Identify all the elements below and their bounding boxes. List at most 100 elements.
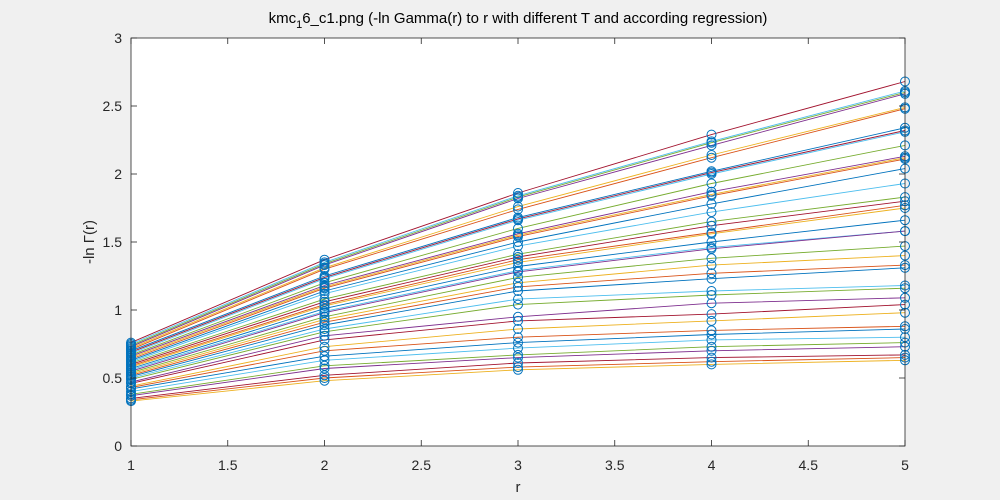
data-point-s13-r2 [319, 283, 330, 294]
data-point-s38-r4 [706, 356, 717, 367]
series-line-13 [130, 158, 906, 360]
data-point-s16-r4 [706, 216, 717, 227]
data-point-s18-r3 [513, 254, 523, 265]
data-point-s11-r4 [706, 186, 717, 197]
series-line-18 [130, 204, 906, 367]
data-point-s27-r3 [513, 294, 523, 305]
data-point-s5-r4 [706, 150, 717, 160]
data-point-s29-r2 [319, 330, 330, 341]
series-line-23 [130, 245, 906, 374]
data-point-s10-r2 [319, 277, 330, 288]
data-point-s15-r3 [513, 241, 523, 252]
data-point-s14-r3 [513, 237, 523, 247]
x-tick-label: 3.5 [605, 457, 625, 473]
data-point-s6-r4 [706, 152, 717, 163]
data-point-s30-r3 [513, 315, 523, 326]
y-tick-label: 1.5 [103, 234, 123, 250]
series-line-39 [130, 359, 906, 402]
data-point-s14-r2 [319, 286, 330, 296]
series-line-5 [130, 106, 906, 349]
data-point-s38-r2 [319, 373, 330, 383]
series-line-10 [130, 144, 906, 356]
series-line-36 [130, 346, 906, 397]
data-point-s28-r4 [706, 290, 717, 300]
data-point-s17-r4 [706, 220, 717, 231]
data-point-s39-r4 [706, 359, 717, 370]
series-line-11 [130, 155, 906, 357]
data-point-s19-r4 [706, 228, 717, 239]
data-point-s10-r3 [513, 223, 523, 234]
data-point-s25-r3 [513, 281, 523, 292]
chart-title-prefix: kmc [269, 10, 297, 27]
series-line-16 [130, 196, 906, 364]
series-line-6 [130, 108, 906, 350]
x-tick-label: 3 [514, 457, 522, 473]
data-point-s3-r4 [706, 137, 717, 148]
y-tick-label: 2 [114, 166, 122, 182]
y-tick-label: 2.5 [103, 98, 123, 114]
data-point-s37-r2 [319, 370, 330, 381]
series-line-35 [130, 342, 906, 395]
data-point-s34-r4 [706, 334, 717, 345]
x-tick-label: 2 [321, 457, 329, 473]
x-tick-label: 5 [901, 457, 909, 473]
x-axis-label: r [516, 479, 521, 496]
data-point-s22-r3 [513, 266, 523, 277]
data-point-s20-r4 [706, 237, 717, 247]
series-line-32 [130, 325, 906, 388]
data-point-s29-r3 [513, 311, 523, 322]
data-point-s9-r3 [513, 215, 523, 226]
data-point-s27-r2 [319, 324, 330, 334]
chart-title-subscript: 1 [296, 19, 302, 31]
data-point-s17-r2 [319, 296, 330, 307]
data-point-s35-r3 [513, 349, 523, 360]
data-point-s19-r2 [319, 300, 330, 311]
x-tick-label: 1 [127, 457, 135, 473]
data-point-s24-r3 [513, 277, 523, 288]
series-line-22 [130, 230, 906, 372]
data-point-s29-r4 [706, 298, 717, 309]
series-line-7 [130, 127, 906, 352]
data-point-s16-r3 [513, 249, 523, 260]
data-point-s25-r4 [706, 268, 717, 279]
data-point-s4-r2 [319, 260, 330, 271]
data-point-s37-r3 [513, 358, 523, 368]
y-axis-label: -ln Γ(r) [81, 220, 98, 264]
series-line-27 [130, 285, 906, 379]
data-point-s34-r2 [319, 355, 330, 366]
series-line-33 [130, 328, 906, 390]
series-line-34 [130, 336, 906, 393]
series-line-8 [130, 130, 906, 353]
series-line-4 [130, 93, 906, 348]
data-point-s39-r3 [513, 364, 523, 375]
y-axis-ticks: 0 0.5 1 1.5 2 2.5 3 [103, 30, 905, 454]
data-point-s38-r3 [513, 362, 523, 373]
series-line-31 [130, 312, 906, 387]
y-tick-label: 1 [114, 302, 122, 318]
data-point-s24-r4 [706, 260, 717, 271]
series-line-9 [130, 131, 906, 354]
data-point-s4-r3 [513, 193, 523, 204]
data-point-s33-r4 [706, 329, 717, 340]
series-line-28 [130, 287, 906, 380]
data-point-s26-r2 [319, 320, 330, 330]
x-tick-label: 4.5 [799, 457, 819, 473]
data-point-s1-r3 [513, 188, 523, 198]
data-point-s23-r4 [706, 253, 717, 264]
data-point-s20-r3 [513, 261, 523, 272]
series-line-2 [130, 90, 906, 345]
chart-title-suffix: 6_c1.png (-ln Gamma(r) to r with differe… [302, 10, 767, 27]
data-point-s26-r4 [706, 273, 717, 284]
y-tick-label: 0 [114, 438, 122, 454]
data-point-s23-r2 [319, 311, 330, 322]
y-tick-label: 0.5 [103, 370, 123, 386]
data-point-s13-r4 [706, 190, 717, 201]
data-point-s1-r4 [706, 129, 717, 140]
x-tick-label: 4 [708, 457, 716, 473]
data-point-s33-r3 [513, 337, 523, 348]
data-point-s37-r4 [706, 352, 717, 363]
series-line-17 [130, 200, 906, 365]
data-point-s20-r2 [319, 303, 330, 314]
data-point-s4-r4 [706, 140, 717, 151]
